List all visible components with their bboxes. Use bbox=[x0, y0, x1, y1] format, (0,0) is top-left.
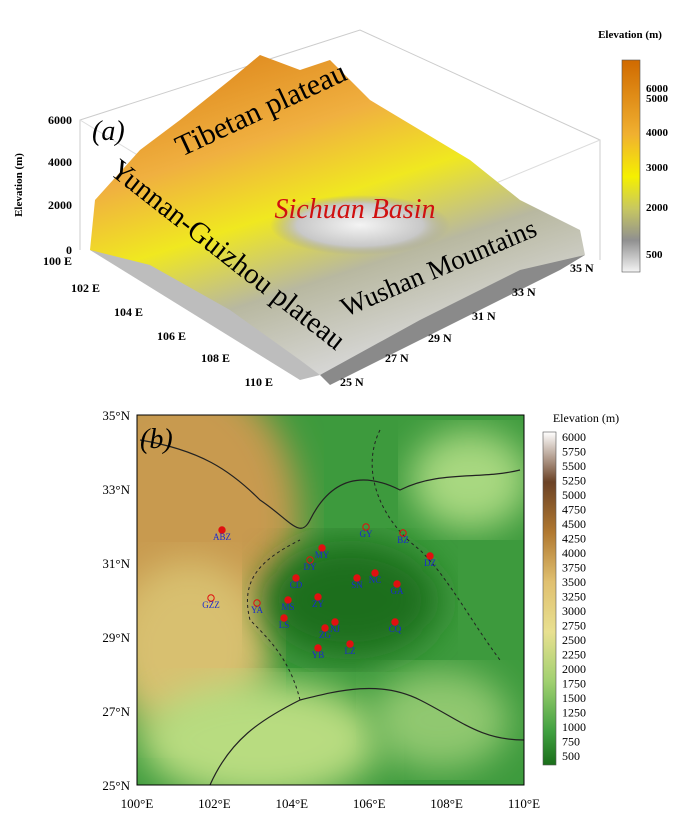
lat-tick-label: 27 N bbox=[385, 351, 409, 365]
z-axis-label: Elevation (m) bbox=[13, 153, 25, 217]
station-label: GA bbox=[391, 586, 404, 596]
lat-tick-label: 35 N bbox=[570, 261, 594, 275]
z-tick-label: 2000 bbox=[48, 198, 72, 212]
colorbar-tick-label: 4750 bbox=[562, 503, 586, 517]
station-label: MS bbox=[281, 602, 294, 612]
colorbar-tick-label: 5250 bbox=[562, 474, 586, 488]
station-label: YA bbox=[251, 605, 264, 615]
colorbar-tick-label: 5500 bbox=[562, 459, 586, 473]
colorbar-tick-label: 2750 bbox=[562, 619, 586, 633]
station-label: ZG bbox=[319, 630, 331, 640]
figure: (a)Elevation (m)0200040006000100 E102 E1… bbox=[0, 0, 686, 812]
y-tick-label: 35°N bbox=[102, 408, 130, 423]
x-tick-label: 108°E bbox=[430, 796, 463, 811]
lat-tick-label: 31 N bbox=[472, 309, 496, 323]
lon-tick-label: 102 E bbox=[71, 281, 100, 295]
colorbar-tick-label: 3000 bbox=[562, 604, 586, 618]
colorbar-tick-label: 4250 bbox=[562, 532, 586, 546]
station-label: NC bbox=[369, 575, 382, 585]
lon-tick-label: 110 E bbox=[245, 375, 273, 389]
station-label: YB bbox=[312, 650, 325, 660]
panel-label: (b) bbox=[140, 424, 173, 455]
z-tick-label: 4000 bbox=[48, 155, 72, 169]
station-label: LS bbox=[279, 620, 290, 630]
colorbar-tick-label: 1500 bbox=[562, 691, 586, 705]
colorbar-tick-label: 6000 bbox=[562, 430, 586, 444]
lat-tick-label: 29 N bbox=[428, 331, 452, 345]
station-label: SN bbox=[351, 580, 363, 590]
station-label: DY bbox=[304, 562, 317, 572]
colorbar-tick-label: 3750 bbox=[562, 561, 586, 575]
colorbar-tick-label: 3250 bbox=[562, 590, 586, 604]
station-label: GZZ bbox=[202, 600, 220, 610]
colorbar-tick-label: 3500 bbox=[562, 575, 586, 589]
colorbar-tick-label: 2500 bbox=[562, 633, 586, 647]
colorbar-a bbox=[622, 60, 640, 272]
colorbar-tick-label: 500 bbox=[646, 249, 663, 261]
colorbar-tick-label: 3000 bbox=[646, 162, 669, 174]
y-tick-label: 33°N bbox=[102, 482, 130, 497]
colorbar-title: Elevation (m) bbox=[598, 29, 662, 41]
station-label: LZ bbox=[345, 646, 356, 656]
x-tick-label: 104°E bbox=[275, 796, 308, 811]
lat-tick-label: 25 N bbox=[340, 375, 364, 389]
colorbar-tick-label: 1000 bbox=[562, 720, 586, 734]
colorbar-tick-label: 4000 bbox=[562, 546, 586, 560]
lat-tick-label: 33 N bbox=[512, 285, 536, 299]
y-tick-label: 29°N bbox=[102, 630, 130, 645]
colorbar-tick-label: 500 bbox=[562, 749, 580, 763]
station-label: DZ bbox=[424, 558, 436, 568]
station-label: GY bbox=[360, 529, 373, 539]
panel-label: (a) bbox=[92, 116, 125, 147]
lon-tick-label: 104 E bbox=[114, 305, 143, 319]
colorbar-tick-label: 1250 bbox=[562, 706, 586, 720]
x-tick-label: 110°E bbox=[508, 796, 540, 811]
x-tick-label: 100°E bbox=[121, 796, 154, 811]
colorbar-tick-label: 5000 bbox=[562, 488, 586, 502]
colorbar-tick-label: 2000 bbox=[562, 662, 586, 676]
colorbar-title: Elevation (m) bbox=[553, 411, 619, 425]
lon-tick-label: 108 E bbox=[201, 351, 230, 365]
region-label: Sichuan Basin bbox=[275, 194, 436, 225]
x-tick-label: 106°E bbox=[353, 796, 386, 811]
y-tick-label: 27°N bbox=[102, 704, 130, 719]
station-label: BZ bbox=[397, 535, 409, 545]
y-tick-label: 31°N bbox=[102, 556, 130, 571]
colorbar-tick-label: 750 bbox=[562, 735, 580, 749]
colorbar-tick-label: 2250 bbox=[562, 648, 586, 662]
colorbar-tick-label: 2000 bbox=[646, 202, 669, 214]
station-label: MY bbox=[315, 550, 330, 560]
colorbar-tick-label: 5750 bbox=[562, 445, 586, 459]
station-label: CD bbox=[290, 580, 303, 590]
y-tick-label: 25°N bbox=[102, 778, 130, 793]
lon-tick-label: 106 E bbox=[157, 329, 186, 343]
lon-tick-label: 100 E bbox=[43, 254, 72, 268]
colorbar-tick-label: 1750 bbox=[562, 677, 586, 691]
colorbar-tick-label: 4000 bbox=[646, 127, 669, 139]
z-tick-label: 6000 bbox=[48, 113, 72, 127]
station-label: ABZ bbox=[213, 532, 231, 542]
colorbar-b bbox=[543, 432, 556, 765]
station-label: CQ bbox=[389, 624, 402, 634]
x-tick-label: 102°E bbox=[198, 796, 231, 811]
colorbar-tick-label: 4500 bbox=[562, 517, 586, 531]
colorbar-tick-label: 5000 bbox=[646, 93, 669, 105]
station-label: ZY bbox=[312, 599, 324, 609]
station-label: NJ bbox=[330, 624, 340, 634]
